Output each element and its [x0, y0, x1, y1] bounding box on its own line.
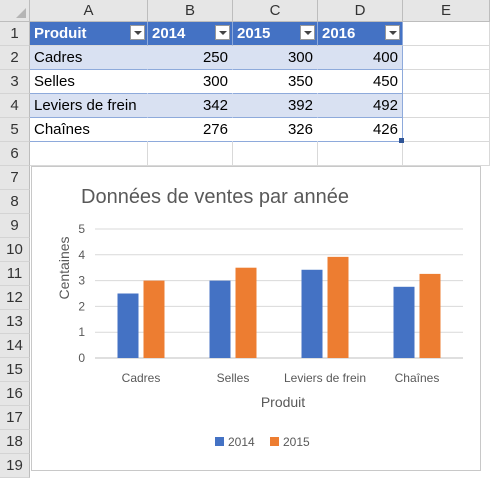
bar-2014-3[interactable]	[393, 286, 415, 358]
y-tick-label: 3	[78, 274, 85, 288]
column-header-e[interactable]: E	[403, 0, 490, 22]
cell-d4[interactable]: 492	[318, 94, 403, 118]
column-header-c[interactable]: C	[233, 0, 318, 22]
row-header-18[interactable]: 18	[0, 430, 30, 454]
cell-b2[interactable]: 250	[148, 46, 233, 70]
row-header-16[interactable]: 16	[0, 382, 30, 406]
row-header-6[interactable]: 6	[0, 142, 30, 166]
row-header-3[interactable]: 3	[0, 70, 30, 94]
bar-2015-2[interactable]	[327, 256, 349, 358]
cell-e2[interactable]	[403, 46, 490, 70]
y-tick-label: 0	[78, 351, 85, 365]
x-tick-label: Cadres	[122, 371, 161, 385]
bar-2014-1[interactable]	[209, 280, 231, 358]
bar-2015-3[interactable]	[419, 273, 441, 358]
y-tick-label: 1	[78, 325, 85, 339]
cell-e6[interactable]	[403, 142, 490, 166]
cell-b6[interactable]	[148, 142, 233, 166]
bar-2014-2[interactable]	[301, 269, 323, 358]
row-header-13[interactable]: 13	[0, 310, 30, 334]
row-header-10[interactable]: 10	[0, 238, 30, 262]
row-header-9[interactable]: 9	[0, 214, 30, 238]
x-tick-label: Selles	[217, 371, 250, 385]
legend-swatch-2014	[215, 437, 224, 446]
cell-a3[interactable]: Selles	[30, 70, 148, 94]
chart-svg: Données de ventes par année Centaines Pr…	[56, 186, 463, 449]
bar-2014-0[interactable]	[117, 293, 139, 359]
cell-d2[interactable]: 400	[318, 46, 403, 70]
cell-b4[interactable]: 342	[148, 94, 233, 118]
cell-c4[interactable]: 392	[233, 94, 318, 118]
cell-c2[interactable]: 300	[233, 46, 318, 70]
x-tick-label: Leviers de frein	[284, 371, 366, 385]
row-header-2[interactable]: 2	[0, 46, 30, 70]
bar-2015-1[interactable]	[235, 267, 257, 358]
cell-a2[interactable]: Cadres	[30, 46, 148, 70]
cell-a6[interactable]	[30, 142, 148, 166]
x-tick-label: Chaînes	[395, 371, 440, 385]
x-axis-title: Produit	[261, 394, 305, 410]
cell-d5[interactable]: 426	[318, 118, 403, 142]
cell-e4[interactable]	[403, 94, 490, 118]
cell-b5[interactable]: 276	[148, 118, 233, 142]
cell-c3[interactable]: 350	[233, 70, 318, 94]
row-header-17[interactable]: 17	[0, 406, 30, 430]
row-header-4[interactable]: 4	[0, 94, 30, 118]
cell-c5[interactable]: 326	[233, 118, 318, 142]
row-header-11[interactable]: 11	[0, 262, 30, 286]
row-header-19[interactable]: 19	[0, 454, 30, 478]
legend-label-2014: 2014	[228, 435, 255, 449]
cell-d1[interactable]: 2016	[318, 22, 403, 46]
cell-e5[interactable]	[403, 118, 490, 142]
cell-e3[interactable]	[403, 70, 490, 94]
cell-d3[interactable]: 450	[318, 70, 403, 94]
cell-d6[interactable]	[318, 142, 403, 166]
cell-e1[interactable]	[403, 22, 490, 46]
cell-a1[interactable]: Produit	[30, 22, 148, 46]
legend-swatch-2015	[270, 437, 279, 446]
row-header-7[interactable]: 7	[0, 166, 30, 190]
y-axis-title: Centaines	[56, 236, 72, 299]
row-header-1[interactable]: 1	[0, 22, 30, 46]
cell-c1[interactable]: 2015	[233, 22, 318, 46]
cell-c6[interactable]	[233, 142, 318, 166]
row-header-5[interactable]: 5	[0, 118, 30, 142]
column-header-d[interactable]: D	[318, 0, 403, 22]
column-header-a[interactable]: A	[30, 0, 148, 22]
sales-chart[interactable]: Données de ventes par année Centaines Pr…	[31, 166, 481, 471]
cell-a5[interactable]: Chaînes	[30, 118, 148, 142]
y-tick-label: 2	[78, 299, 85, 313]
row-header-14[interactable]: 14	[0, 334, 30, 358]
row-header-8[interactable]: 8	[0, 190, 30, 214]
row-header-15[interactable]: 15	[0, 358, 30, 382]
cell-a4[interactable]: Leviers de frein	[30, 94, 148, 118]
column-header-b[interactable]: B	[148, 0, 233, 22]
bar-2015-0[interactable]	[143, 280, 165, 358]
y-tick-label: 4	[78, 248, 85, 262]
cell-b3[interactable]: 300	[148, 70, 233, 94]
chart-title: Données de ventes par année	[81, 186, 349, 208]
select-all-button[interactable]	[0, 0, 30, 22]
row-header-12[interactable]: 12	[0, 286, 30, 310]
table-resize-handle[interactable]	[399, 138, 404, 143]
legend-label-2015: 2015	[283, 435, 310, 449]
y-tick-label: 5	[78, 222, 85, 236]
cell-b1[interactable]: 2014	[148, 22, 233, 46]
